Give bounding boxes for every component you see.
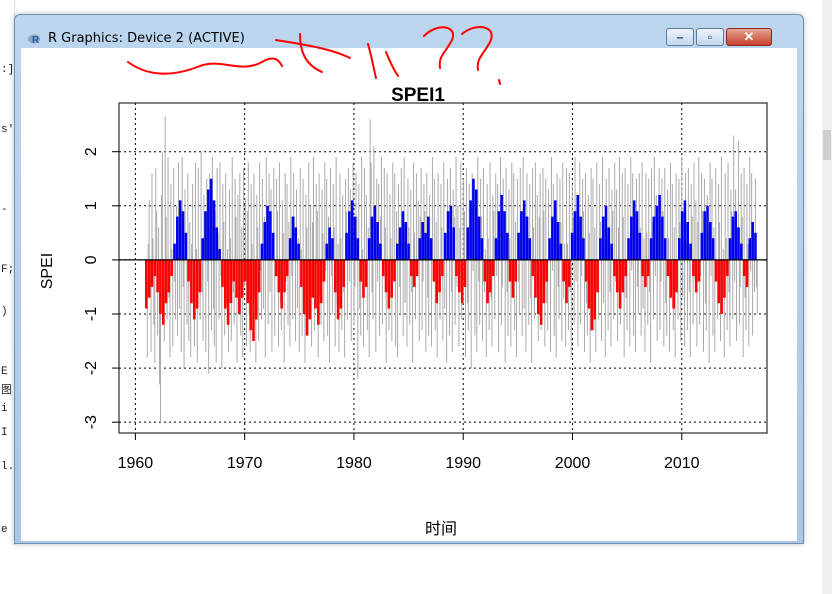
console-fragment-strip: :] s' - F; ) E 图 i I l. e: [0, 0, 15, 545]
x-tick-label: 2010: [664, 455, 700, 472]
scrollbar-thumb[interactable]: [823, 130, 831, 160]
x-tick-label: 1960: [118, 455, 154, 472]
console-fragment: I: [1, 427, 8, 439]
x-tick-label: 1990: [445, 455, 481, 472]
console-scrollbar[interactable]: [822, 0, 832, 594]
y-tick-label: 1: [83, 201, 100, 210]
console-fragment: e: [1, 524, 8, 536]
plot-border: [118, 102, 768, 434]
r-graphics-window: R R Graphics: Device 2 (ACTIVE) – ▫ ✕ 19…: [14, 14, 804, 544]
console-fragment: s': [1, 124, 15, 136]
close-icon: ✕: [743, 29, 755, 44]
x-tick-label: 1970: [227, 455, 263, 472]
y-tick-label: -1: [83, 307, 100, 321]
window-title: R Graphics: Device 2 (ACTIVE): [48, 31, 245, 46]
close-button[interactable]: ✕: [726, 28, 772, 46]
minimize-button[interactable]: –: [666, 28, 694, 46]
x-tick-label: 1980: [336, 455, 372, 472]
plot-area: 1960 1970 1980 1990 2000 2010 2 1 0 -1 -2 -3 SPEI1 …: [21, 48, 797, 541]
title-bar[interactable]: R R Graphics: Device 2 (ACTIVE) – ▫ ✕: [15, 15, 803, 46]
console-fragment: l.: [1, 461, 15, 473]
minimize-icon: –: [676, 30, 684, 44]
console-fragment: E: [1, 366, 8, 378]
x-axis-label: 时间: [425, 519, 457, 538]
y-axis-label: SPEI: [39, 253, 56, 289]
y-tick-label: -3: [83, 415, 100, 429]
console-fragment: -: [1, 204, 8, 216]
console-fragment: i: [1, 403, 8, 415]
y-tick-label: -2: [83, 361, 100, 375]
svg-text:R: R: [32, 35, 40, 45]
console-fragment: 图: [1, 385, 12, 397]
chart-title: SPEI1: [391, 85, 445, 106]
console-fragment: :]: [1, 64, 15, 76]
maximize-icon: ▫: [707, 30, 713, 44]
x-tick-label: 2000: [555, 455, 591, 472]
y-tick-label: 2: [83, 147, 100, 156]
console-fragment: F;: [1, 264, 15, 276]
console-fragment: ): [1, 306, 8, 318]
y-tick-label: 0: [83, 255, 100, 264]
maximize-button[interactable]: ▫: [696, 28, 724, 46]
r-logo-icon: R: [28, 34, 40, 45]
